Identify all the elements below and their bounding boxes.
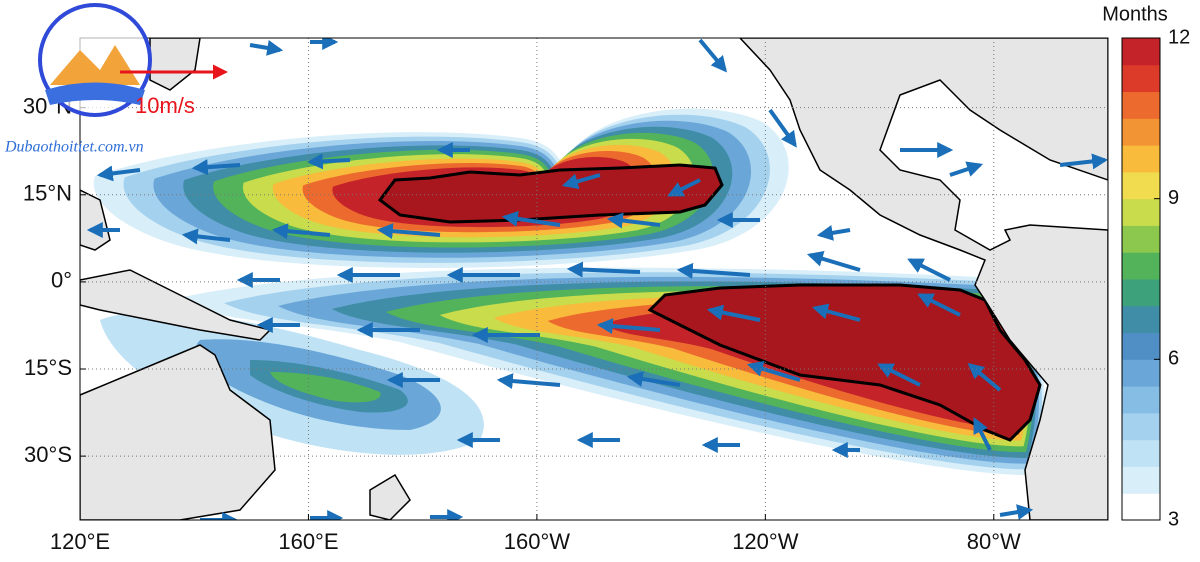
colorbar-title: Months — [1102, 3, 1168, 25]
wind-arrow — [676, 262, 751, 279]
land — [80, 38, 1108, 520]
axes: 120°E 160°E 160°W 120°W 80°W30°N15°N0°15°S30… — [23, 93, 1021, 553]
colorbar-band — [1122, 118, 1160, 146]
wind-arrow — [917, 293, 961, 317]
lat-tick-label: 30°S — [24, 442, 72, 467]
wind-arrow — [811, 303, 861, 322]
wind-arrow — [816, 225, 851, 241]
map-frame — [79, 37, 1109, 521]
colorbar-band — [1122, 252, 1160, 280]
lat-tick-label: 0° — [51, 268, 72, 293]
colorbar-band — [1122, 439, 1160, 467]
wind-arrow — [698, 38, 728, 73]
lon-tick-label: 120°W — [732, 529, 799, 554]
colorbar: 3 6 9 12 — [1121, 26, 1190, 530]
logo — [38, 3, 228, 117]
lon-tick-label: 120°E — [50, 529, 110, 554]
wind-arrow — [1059, 153, 1108, 170]
wind-arrow — [746, 361, 801, 382]
wind-vectors — [86, 38, 1108, 520]
colorbar-tick-label: 3 — [1168, 508, 1179, 530]
colorbar-band — [1122, 279, 1160, 307]
grid — [80, 38, 1108, 520]
significance-north — [377, 163, 724, 224]
wind-arrow — [181, 228, 231, 245]
colorbar-tick-label: 12 — [1168, 26, 1190, 48]
colorbar-band — [1122, 38, 1160, 66]
wind-arrow — [306, 153, 351, 170]
wind-arrow — [501, 210, 561, 227]
colorbar-band — [1122, 225, 1160, 253]
lon-tick-label: 160°E — [278, 529, 338, 554]
wind-arrow — [967, 362, 1002, 392]
colorbar-tick-label: 9 — [1168, 187, 1179, 209]
colorbar-band — [1122, 466, 1160, 494]
colorbar-band — [1122, 171, 1160, 200]
wind-arrow — [606, 212, 661, 229]
colorbar-band — [1122, 386, 1160, 414]
wind-arrow — [96, 165, 141, 182]
lon-tick-label: 160°W — [504, 529, 571, 554]
map — [80, 38, 1108, 520]
colorbar-band — [1122, 412, 1160, 441]
reference-vector-label: 10m/s — [135, 93, 195, 118]
wind-arrow — [949, 161, 984, 177]
wind-arrow — [999, 504, 1034, 520]
colorbar-band — [1122, 493, 1160, 521]
wind-arrow — [667, 178, 701, 197]
colorbar-frame — [1121, 37, 1161, 521]
colorbar-band — [1122, 145, 1160, 173]
watermark: Dubaothoitiet.com.vn — [4, 139, 144, 156]
lat-tick-label: 15°N — [23, 181, 72, 206]
lat-tick-label: 15°S — [24, 355, 72, 380]
wind-arrow — [626, 371, 681, 387]
wind-arrow — [271, 223, 331, 240]
wind-arrow — [877, 363, 921, 387]
lon-tick-label: 80°W — [967, 529, 1021, 554]
colorbar-band — [1122, 305, 1160, 334]
colorbar-band — [1122, 198, 1160, 226]
wind-arrow — [566, 261, 641, 278]
colorbar-band — [1122, 91, 1160, 119]
wind-arrow — [768, 108, 797, 148]
wind-arrow — [249, 40, 284, 56]
wind-arrow — [496, 373, 561, 390]
wind-arrow — [596, 318, 661, 335]
wind-arrow — [561, 173, 601, 190]
significance-south — [647, 283, 1042, 442]
colorbar-band — [1122, 332, 1160, 360]
wind-arrow — [376, 223, 441, 240]
wind-arrow — [973, 417, 992, 451]
wind-arrow — [907, 258, 951, 282]
colorbar-band — [1122, 64, 1160, 93]
wind-arrow — [706, 304, 761, 322]
colorbar-band — [1122, 359, 1160, 387]
wind-arrow — [191, 159, 241, 176]
colorbar-tick-label: 6 — [1168, 348, 1179, 370]
wind-arrow — [806, 251, 861, 272]
